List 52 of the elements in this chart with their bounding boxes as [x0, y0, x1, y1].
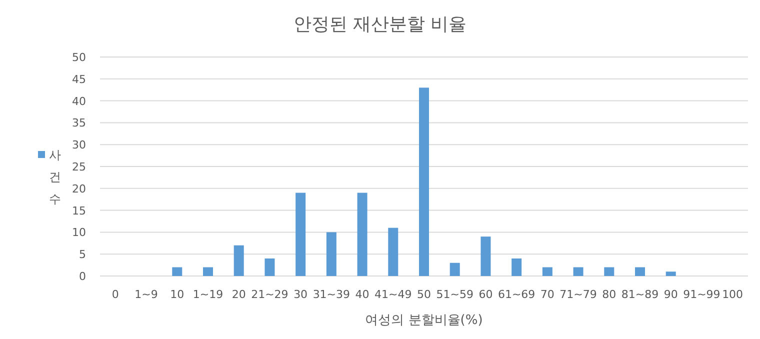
- y-tick-label: 35: [72, 116, 86, 130]
- x-tick-label: 31~39: [312, 288, 350, 301]
- bar: [357, 192, 368, 276]
- bar: [234, 245, 244, 276]
- bar: [203, 267, 213, 276]
- y-tick-label: 20: [72, 182, 86, 196]
- bar: [388, 228, 398, 276]
- legend-label: 사건수: [49, 148, 61, 206]
- y-tick-label: 50: [72, 51, 86, 64]
- x-tick-label: 1~9: [134, 288, 158, 301]
- x-axis-title: 여성의 분할비율(%): [365, 313, 483, 328]
- bar: [419, 88, 429, 276]
- y-tick-label: 5: [79, 248, 86, 262]
- bar: [604, 267, 614, 276]
- y-tick-label: 30: [72, 138, 86, 152]
- x-tick-label: 1~19: [192, 288, 224, 301]
- bar: [480, 236, 491, 276]
- x-tick-label: 90: [664, 288, 678, 301]
- x-tick-label: 50: [417, 288, 431, 301]
- x-tick-label: 51~59: [436, 288, 474, 301]
- x-tick-label: 10: [170, 288, 184, 301]
- x-tick-label: 91~99: [683, 288, 720, 301]
- bar: [172, 267, 182, 276]
- x-tick-label: 81~89: [621, 288, 659, 301]
- y-tick-label: 10: [72, 226, 86, 240]
- x-tick-label: 30: [294, 288, 308, 301]
- y-tick-label: 40: [72, 94, 86, 108]
- bar: [326, 232, 336, 276]
- bar: [635, 267, 645, 276]
- x-tick-label: 61~69: [498, 288, 536, 301]
- bar: [666, 272, 676, 276]
- x-tick-label: 21~29: [251, 288, 288, 301]
- y-tick-label: 45: [72, 72, 86, 86]
- bar: [512, 258, 522, 276]
- chart-title: 안정된 재산분할 비율: [293, 14, 467, 35]
- x-tick-label: 20: [232, 288, 246, 301]
- bar: [450, 262, 460, 276]
- x-tick-label: 60: [478, 288, 493, 301]
- x-tick-label: 0: [112, 288, 119, 301]
- x-tick-label: 70: [540, 288, 554, 301]
- y-tick-label: 25: [72, 160, 86, 174]
- x-tick-label: 80: [602, 288, 616, 301]
- x-tick-label: 71~79: [560, 288, 597, 301]
- x-tick-label: 41~49: [374, 288, 412, 301]
- x-tick-label: 100: [722, 288, 744, 301]
- bar: [296, 192, 306, 276]
- bar: [573, 267, 584, 276]
- bar: [264, 258, 275, 276]
- y-tick-label: 15: [72, 204, 86, 218]
- bar: [542, 267, 552, 276]
- y-tick-label: 0: [79, 270, 86, 283]
- x-tick-label: 40: [355, 288, 370, 301]
